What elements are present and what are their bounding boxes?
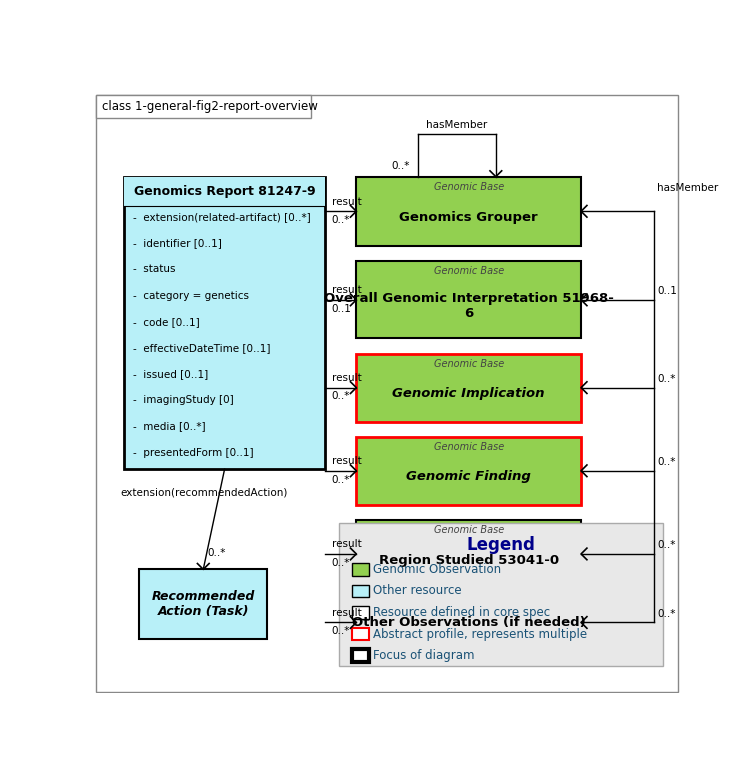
Text: 0..*: 0..*: [657, 374, 676, 384]
Text: -  extension(related-artifact) [0..*]: - extension(related-artifact) [0..*]: [133, 212, 311, 222]
Text: result: result: [331, 456, 362, 466]
Text: -  media [0..*]: - media [0..*]: [133, 421, 206, 432]
Bar: [352, 628, 368, 640]
Text: Resource defined in core spec: Resource defined in core spec: [374, 606, 550, 619]
Bar: [356, 520, 581, 588]
Text: Genomic Base: Genomic Base: [433, 525, 504, 535]
Text: Other Observations (if needed): Other Observations (if needed): [352, 616, 586, 629]
Text: Genomics Report 81247-9: Genomics Report 81247-9: [134, 185, 316, 198]
Text: Genomic Base: Genomic Base: [433, 442, 504, 452]
Text: result: result: [331, 285, 362, 295]
Text: 0..*: 0..*: [657, 457, 676, 467]
Text: class 1-general-fig2-report-overview: class 1-general-fig2-report-overview: [102, 100, 318, 113]
Text: -  code [0..1]: - code [0..1]: [133, 317, 200, 326]
Text: result: result: [331, 608, 362, 618]
Text: Abstract profile, represents multiple: Abstract profile, represents multiple: [374, 628, 587, 640]
Text: hasMember: hasMember: [426, 120, 487, 129]
Text: Genomic Finding: Genomic Finding: [406, 471, 531, 484]
Bar: [124, 177, 325, 206]
Text: 0..*: 0..*: [657, 608, 676, 619]
Text: Focus of diagram: Focus of diagram: [374, 649, 475, 662]
Text: Region Studied 53041-0: Region Studied 53041-0: [379, 554, 559, 566]
Text: Genomics Grouper: Genomics Grouper: [399, 211, 538, 224]
Text: -  status: - status: [133, 264, 176, 274]
Text: Genomic Observation: Genomic Observation: [374, 563, 501, 576]
Bar: [352, 563, 368, 576]
Bar: [352, 650, 368, 661]
Text: result: result: [331, 196, 362, 206]
Bar: [356, 354, 581, 421]
Text: Legend: Legend: [467, 536, 536, 554]
Text: 0..*: 0..*: [207, 548, 226, 558]
Text: 0..*: 0..*: [331, 474, 350, 485]
Bar: [339, 523, 663, 665]
Text: 0..*: 0..*: [331, 558, 350, 568]
Text: result: result: [331, 539, 362, 549]
Text: Recommended
Action (Task): Recommended Action (Task): [152, 590, 255, 618]
Bar: [356, 177, 581, 246]
FancyBboxPatch shape: [96, 95, 311, 118]
Text: 0..*: 0..*: [657, 540, 676, 550]
Text: -  imagingStudy [0]: - imagingStudy [0]: [133, 395, 234, 405]
Text: 0..*: 0..*: [331, 626, 350, 636]
Text: Genomic Base: Genomic Base: [433, 182, 504, 192]
Text: Overall Genomic Interpretation 51968-
6: Overall Genomic Interpretation 51968- 6: [324, 292, 614, 320]
Bar: [352, 585, 368, 597]
Text: 0..1: 0..1: [331, 304, 351, 314]
Text: Genomic Base: Genomic Base: [433, 359, 504, 368]
Bar: [124, 177, 325, 469]
Text: Other resource: Other resource: [374, 584, 462, 597]
Text: -  category = genetics: - category = genetics: [133, 291, 249, 301]
Text: 0..*: 0..*: [391, 161, 409, 171]
Text: -  effectiveDateTime [0..1]: - effectiveDateTime [0..1]: [133, 343, 270, 353]
Text: result: result: [331, 373, 362, 383]
Bar: [356, 261, 581, 338]
Bar: [140, 569, 267, 639]
Text: 0..*: 0..*: [331, 215, 350, 225]
Text: -  identifier [0..1]: - identifier [0..1]: [133, 238, 222, 249]
Text: extension(recommendedAction): extension(recommendedAction): [120, 488, 288, 497]
Text: hasMember: hasMember: [657, 183, 718, 193]
Bar: [352, 606, 368, 619]
Text: Genomic Base: Genomic Base: [433, 266, 504, 277]
Text: 0..*: 0..*: [331, 392, 350, 401]
Text: -  presentedForm [0..1]: - presentedForm [0..1]: [133, 448, 254, 458]
Text: Genomic Implication: Genomic Implication: [393, 387, 545, 400]
Text: 0..1: 0..1: [657, 286, 677, 296]
Bar: [356, 437, 581, 505]
Bar: [356, 600, 581, 645]
Text: -  issued [0..1]: - issued [0..1]: [133, 369, 208, 379]
